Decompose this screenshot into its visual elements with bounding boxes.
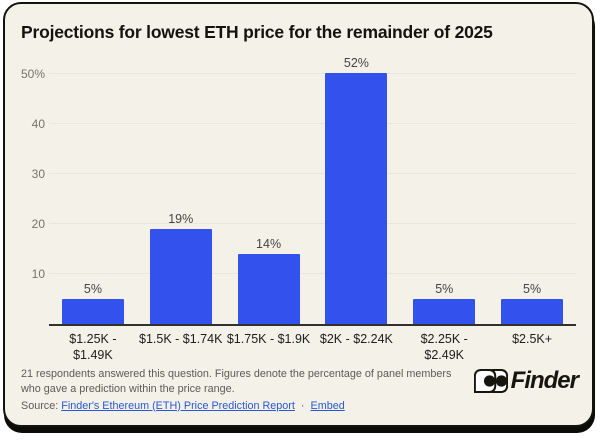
bar-value-label: 14% (256, 236, 282, 251)
plot-area: 10 20 30 40 50% 5% 19% 14% 52% 5% 5% (21, 56, 576, 326)
finder-eyes-icon (473, 368, 508, 393)
bar-slot: 5% (488, 56, 576, 324)
bar-4 (325, 72, 388, 324)
bar-3 (237, 253, 300, 324)
chart-card: Projections for lowest ETH price for the… (3, 2, 594, 427)
bar-value-label: 19% (168, 211, 194, 226)
bar-slot: 5% (400, 56, 488, 324)
gridline (49, 222, 576, 224)
bars-row: 5% 19% 14% 52% 5% 5% (49, 56, 576, 324)
gridline (49, 122, 576, 124)
bar-slot: 14% (225, 56, 313, 324)
y-axis-tick-label: 50% (20, 66, 45, 81)
footnote: 21 respondents answered this question. F… (21, 367, 452, 395)
bar-2 (149, 228, 212, 324)
x-axis-labels: $1.25K - $1.49K $1.5K - $1.74K $1.75K - $1… (49, 332, 576, 363)
x-axis-category-label: $2K - $2.24K (319, 331, 393, 346)
source-line: Source: Finder's Ethereum (ETH) Price Pr… (21, 400, 473, 412)
bar-slot: 5% (49, 56, 137, 324)
source-prefix: Source: (21, 399, 59, 412)
x-axis-category-label: $2.25K - $2.49K (420, 331, 468, 362)
bar-5 (413, 298, 476, 324)
bar-1 (61, 298, 124, 324)
bar-chart: 10 20 30 40 50% 5% 19% 14% 52% 5% 5% $1.25K - $1.4… (21, 56, 578, 363)
source-report-link[interactable]: Finder's Ethereum (ETH) Price Prediction… (61, 399, 295, 412)
bar-value-label: 52% (343, 55, 369, 70)
y-axis-tick-label: 20 (31, 216, 45, 231)
x-axis-category-label: $1.75K - $1.9K (226, 331, 311, 346)
gridline (49, 72, 576, 74)
y-axis-tick-label: 10 (31, 266, 45, 281)
page-title: Projections for lowest ETH price for the… (21, 22, 493, 42)
x-axis-category-label: $1.5K - $1.74K (139, 331, 223, 346)
y-axis-tick-label: 30 (31, 166, 45, 181)
gridline (49, 172, 576, 174)
bar-slot: 19% (137, 56, 225, 324)
gridline (49, 272, 576, 274)
x-axis-category-label: $2.5K+ (512, 331, 553, 346)
bar-value-label: 5% (83, 281, 102, 296)
x-axis-category-label: $1.25K - $1.49K (69, 331, 117, 362)
footer: 21 respondents answered this question. F… (21, 366, 579, 412)
footer-text-block: 21 respondents answered this question. F… (21, 367, 473, 412)
source-separator: · (300, 399, 305, 412)
bar-slot: 52% (312, 56, 400, 324)
bar-6 (501, 298, 564, 324)
finder-logo-text: Finder (510, 366, 579, 394)
y-axis-tick-label: 40 (31, 116, 45, 131)
embed-link[interactable]: Embed (310, 399, 345, 412)
finder-logo: Finder (473, 366, 579, 394)
bar-value-label: 5% (435, 281, 454, 296)
bar-value-label: 5% (523, 281, 542, 296)
